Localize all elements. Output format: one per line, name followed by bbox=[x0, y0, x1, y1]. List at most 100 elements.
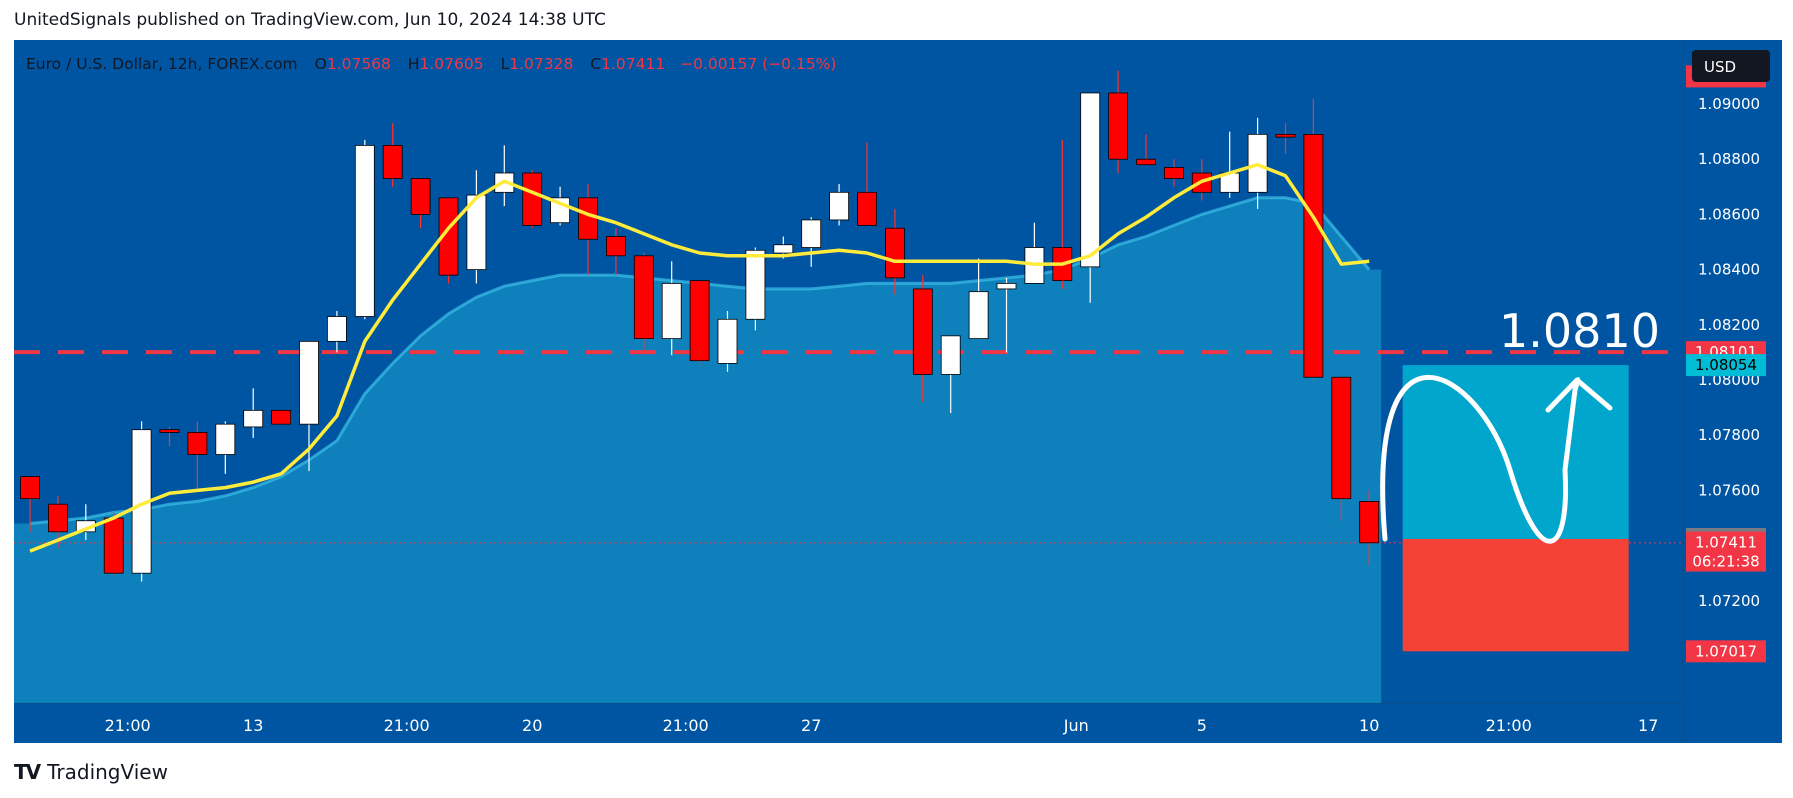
legend-close-value: 1.07411 bbox=[601, 55, 665, 73]
price-axis-tick: 1.08400 bbox=[1698, 261, 1760, 279]
candle bbox=[996, 277, 1017, 353]
candle bbox=[1164, 159, 1184, 187]
time-axis: 21:00 13 21:00 20 21:00 27 Jun 5 10 21:00 17 bbox=[105, 716, 1659, 735]
candle-body bbox=[885, 227, 905, 279]
candle bbox=[1108, 70, 1128, 173]
candle-body bbox=[271, 409, 292, 425]
projection-wave bbox=[1380, 374, 1578, 544]
time-axis-tick: 27 bbox=[801, 716, 821, 735]
price-axis-tick: 1.07800 bbox=[1698, 426, 1760, 444]
candle bbox=[522, 170, 543, 229]
candle-body bbox=[717, 318, 738, 364]
candle-body bbox=[243, 409, 264, 428]
candle-body bbox=[410, 178, 431, 215]
price-axis-tick: 1.09000 bbox=[1698, 95, 1760, 113]
candle bbox=[243, 388, 264, 438]
candle bbox=[1303, 98, 1324, 380]
price-tag-target-bg bbox=[1686, 354, 1766, 377]
candle-body bbox=[1275, 133, 1296, 138]
band-fill bbox=[14, 197, 1382, 704]
candle-body bbox=[940, 335, 961, 375]
svg-text:Euro / U.S. Dollar, 12h, FOREX: Euro / U.S. Dollar, 12h, FOREX.com O1.07… bbox=[26, 55, 836, 73]
candle-body bbox=[1303, 133, 1324, 378]
candle bbox=[1080, 92, 1101, 303]
candle-body bbox=[382, 144, 403, 179]
candle-body bbox=[1136, 158, 1156, 166]
projection-path bbox=[1380, 374, 1613, 544]
moving-average-layer bbox=[29, 162, 1370, 553]
chart-legend: Euro / U.S. Dollar, 12h, FOREX.com O1.07… bbox=[26, 55, 836, 73]
legend-low-label: L bbox=[501, 55, 510, 73]
price-tag-target: 1.08054 bbox=[1695, 356, 1757, 374]
trade-setup[interactable] bbox=[14, 365, 1683, 652]
candle-body bbox=[466, 194, 487, 270]
candle-body bbox=[996, 282, 1017, 290]
legend-symbol: Euro / U.S. Dollar, 12h, FOREX.com bbox=[26, 55, 298, 73]
candle-body bbox=[689, 280, 710, 362]
candle bbox=[187, 421, 208, 491]
candle bbox=[745, 247, 766, 331]
candle-body bbox=[354, 144, 375, 317]
projection-arrowhead bbox=[1545, 377, 1613, 413]
candle-body bbox=[578, 197, 598, 240]
candle-body bbox=[1164, 167, 1184, 179]
candle-body bbox=[48, 503, 68, 533]
tradingview-logo-icon: TV bbox=[14, 760, 41, 784]
target-level-annotation: 1.0810 bbox=[1499, 304, 1660, 358]
tradingview-brand: TradingView bbox=[47, 760, 168, 784]
moving-average-line bbox=[29, 162, 1370, 553]
price-axis-tick: 1.08200 bbox=[1698, 316, 1760, 334]
price-tag-last-bg bbox=[1686, 531, 1766, 572]
candle bbox=[1275, 123, 1296, 154]
time-axis-tick: 21:00 bbox=[105, 716, 151, 735]
price-axis-tick: 1.07600 bbox=[1698, 481, 1760, 499]
candle-body bbox=[857, 191, 877, 226]
candle bbox=[606, 228, 626, 276]
price-tags: 1.081011.080541.074241.0741106:21:381.07… bbox=[1686, 65, 1766, 663]
candle-body bbox=[159, 429, 180, 433]
candle bbox=[1136, 134, 1156, 166]
candle-body bbox=[103, 517, 124, 574]
legend-open-label: O bbox=[315, 55, 327, 73]
tradingview-logo[interactable]: TV TradingView bbox=[14, 760, 168, 784]
target-zone-box bbox=[1402, 365, 1629, 539]
legend-low-value: 1.07328 bbox=[509, 55, 573, 73]
candle bbox=[912, 275, 933, 403]
candle-body bbox=[829, 191, 849, 221]
candle bbox=[857, 142, 877, 226]
candle bbox=[103, 512, 124, 576]
candle bbox=[466, 170, 487, 284]
candle bbox=[438, 197, 459, 284]
candle bbox=[159, 426, 180, 447]
candle bbox=[661, 261, 682, 356]
candle bbox=[410, 178, 431, 229]
time-axis-tick: 20 bbox=[522, 716, 542, 735]
candle-body bbox=[1108, 92, 1128, 160]
candle bbox=[689, 280, 710, 367]
time-axis-tick: 21:00 bbox=[384, 716, 430, 735]
candle bbox=[271, 409, 292, 425]
legend-high-value: 1.07605 bbox=[420, 55, 484, 73]
candle-body bbox=[912, 288, 933, 375]
time-axis-tick: Jun bbox=[1063, 716, 1089, 735]
time-axis-tick: 21:00 bbox=[1486, 716, 1532, 735]
candle-body bbox=[801, 219, 822, 248]
price-axis-tick: 1.07200 bbox=[1698, 592, 1760, 610]
candle bbox=[633, 253, 654, 353]
legend-open-value: 1.07568 bbox=[327, 55, 391, 73]
candle bbox=[717, 311, 738, 372]
publisher-byline: UnitedSignals published on TradingView.c… bbox=[14, 10, 606, 30]
candle-body bbox=[633, 255, 654, 340]
currency-button-label: USD bbox=[1704, 58, 1736, 76]
price-tag-last: 1.07411 bbox=[1695, 534, 1757, 552]
currency-button[interactable]: USD bbox=[1692, 50, 1770, 82]
price-tag-stop-bg bbox=[1686, 640, 1766, 663]
candle-body bbox=[968, 291, 989, 339]
candle-body bbox=[438, 197, 459, 276]
candle-body bbox=[1359, 501, 1380, 544]
time-axis-tick: 13 bbox=[243, 716, 263, 735]
candle-body bbox=[773, 244, 794, 254]
candle bbox=[215, 421, 236, 474]
candle bbox=[1331, 376, 1352, 521]
